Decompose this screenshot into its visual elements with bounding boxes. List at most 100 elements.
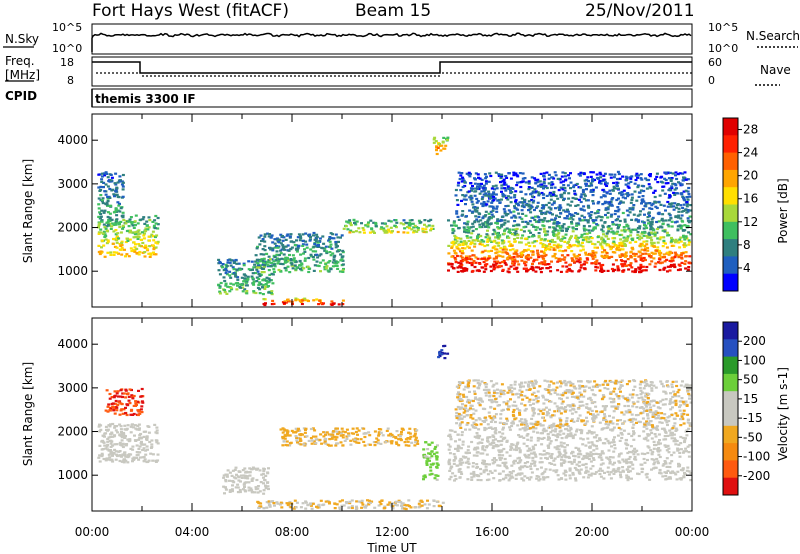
echo-cell bbox=[114, 190, 118, 193]
echo-cell bbox=[554, 428, 558, 431]
echo-cell bbox=[400, 430, 403, 433]
echo-cell bbox=[542, 172, 546, 175]
echo-cell bbox=[589, 182, 593, 185]
echo-cell bbox=[630, 237, 634, 240]
echo-cell bbox=[389, 220, 393, 223]
echo-cell bbox=[534, 427, 538, 430]
echo-cell bbox=[286, 244, 290, 247]
echo-cell bbox=[577, 447, 581, 450]
echo-cell bbox=[461, 461, 465, 464]
echo-cell bbox=[525, 434, 529, 437]
echo-cell bbox=[672, 191, 676, 194]
echo-cell bbox=[637, 266, 641, 269]
echo-cell bbox=[471, 222, 475, 225]
echo-cell bbox=[520, 209, 524, 212]
echo-cell bbox=[613, 268, 616, 271]
echo-cell bbox=[217, 258, 221, 261]
echo-cell bbox=[302, 427, 306, 430]
echo-cell bbox=[349, 229, 353, 232]
echo-cell bbox=[454, 477, 458, 481]
echo-cell bbox=[546, 432, 550, 436]
echo-cell bbox=[109, 251, 113, 254]
echo-cell bbox=[106, 239, 110, 242]
echo-cell bbox=[577, 223, 581, 226]
echo-cell bbox=[240, 276, 244, 279]
echo-cell bbox=[443, 147, 447, 150]
echo-cell bbox=[571, 227, 575, 230]
echo-cell bbox=[520, 180, 524, 183]
echo-cell bbox=[262, 492, 266, 495]
echo-cell bbox=[662, 463, 666, 466]
echo-cell bbox=[591, 252, 595, 255]
echo-cell bbox=[597, 177, 600, 180]
echo-cell bbox=[257, 266, 261, 269]
power-data-layer bbox=[97, 136, 693, 307]
echo-cell bbox=[463, 247, 467, 250]
echo-cell bbox=[380, 499, 384, 502]
echo-cell bbox=[623, 244, 627, 247]
echo-cell bbox=[115, 454, 119, 458]
echo-cell bbox=[397, 444, 401, 447]
echo-cell bbox=[115, 239, 119, 242]
echo-cell bbox=[658, 253, 662, 256]
echo-cell bbox=[101, 202, 105, 205]
echo-cell bbox=[471, 203, 475, 206]
echo-cell bbox=[417, 219, 421, 222]
echo-cell bbox=[662, 185, 666, 188]
echo-cell bbox=[398, 434, 402, 437]
echo-cell bbox=[552, 202, 556, 205]
echo-cell bbox=[321, 235, 325, 238]
echo-cell bbox=[618, 439, 622, 442]
echo-cell bbox=[250, 491, 254, 494]
echo-cell bbox=[470, 258, 474, 261]
echo-cell bbox=[113, 448, 117, 451]
echo-cell bbox=[506, 185, 510, 188]
echo-cell bbox=[435, 145, 438, 148]
echo-cell bbox=[345, 437, 349, 440]
echo-cell bbox=[616, 267, 620, 270]
echo-cell bbox=[507, 271, 511, 274]
echo-region bbox=[262, 297, 345, 307]
echo-cell bbox=[584, 253, 588, 256]
echo-cell bbox=[380, 226, 384, 229]
echo-cell bbox=[555, 224, 559, 228]
echo-cell bbox=[334, 427, 338, 430]
echo-cell bbox=[282, 301, 286, 304]
echo-cell bbox=[615, 183, 619, 187]
echo-cell bbox=[230, 488, 234, 491]
echo-cell bbox=[644, 177, 648, 180]
echo-cell bbox=[264, 474, 268, 477]
echo-cell bbox=[301, 244, 305, 247]
echo-cell bbox=[651, 252, 655, 255]
echo-cell bbox=[119, 402, 123, 405]
echo-cell bbox=[140, 387, 144, 391]
echo-cell bbox=[570, 462, 574, 465]
echo-cell bbox=[154, 222, 158, 225]
echo-cell bbox=[560, 458, 563, 461]
echo-cell bbox=[501, 260, 505, 264]
echo-cell bbox=[303, 297, 307, 300]
echo-cell bbox=[232, 272, 236, 275]
echo-cell bbox=[552, 222, 556, 225]
echo-cell bbox=[639, 266, 643, 269]
echo-cell bbox=[131, 460, 134, 463]
echo-cell bbox=[472, 259, 476, 263]
echo-cell bbox=[106, 223, 110, 226]
echo-cell bbox=[285, 256, 289, 259]
echo-cell bbox=[533, 177, 537, 180]
echo-cell bbox=[463, 222, 467, 225]
echo-cell bbox=[443, 352, 446, 355]
echo-cell bbox=[118, 180, 122, 183]
echo-cell bbox=[223, 288, 227, 292]
echo-cell bbox=[475, 197, 479, 200]
echo-cell bbox=[105, 172, 109, 175]
echo-cell bbox=[605, 184, 609, 187]
echo-cell bbox=[144, 246, 147, 249]
echo-cell bbox=[471, 210, 475, 213]
echo-cell bbox=[289, 233, 293, 236]
echo-cell bbox=[449, 475, 453, 478]
echo-cell bbox=[386, 427, 390, 430]
echo-cell bbox=[644, 436, 648, 439]
echo-cell bbox=[445, 138, 449, 141]
echo-cell bbox=[619, 452, 623, 455]
